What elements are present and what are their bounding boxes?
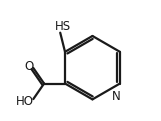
Text: HS: HS: [55, 20, 71, 33]
Text: O: O: [24, 60, 33, 73]
Text: HO: HO: [16, 95, 34, 108]
Text: N: N: [111, 91, 120, 103]
